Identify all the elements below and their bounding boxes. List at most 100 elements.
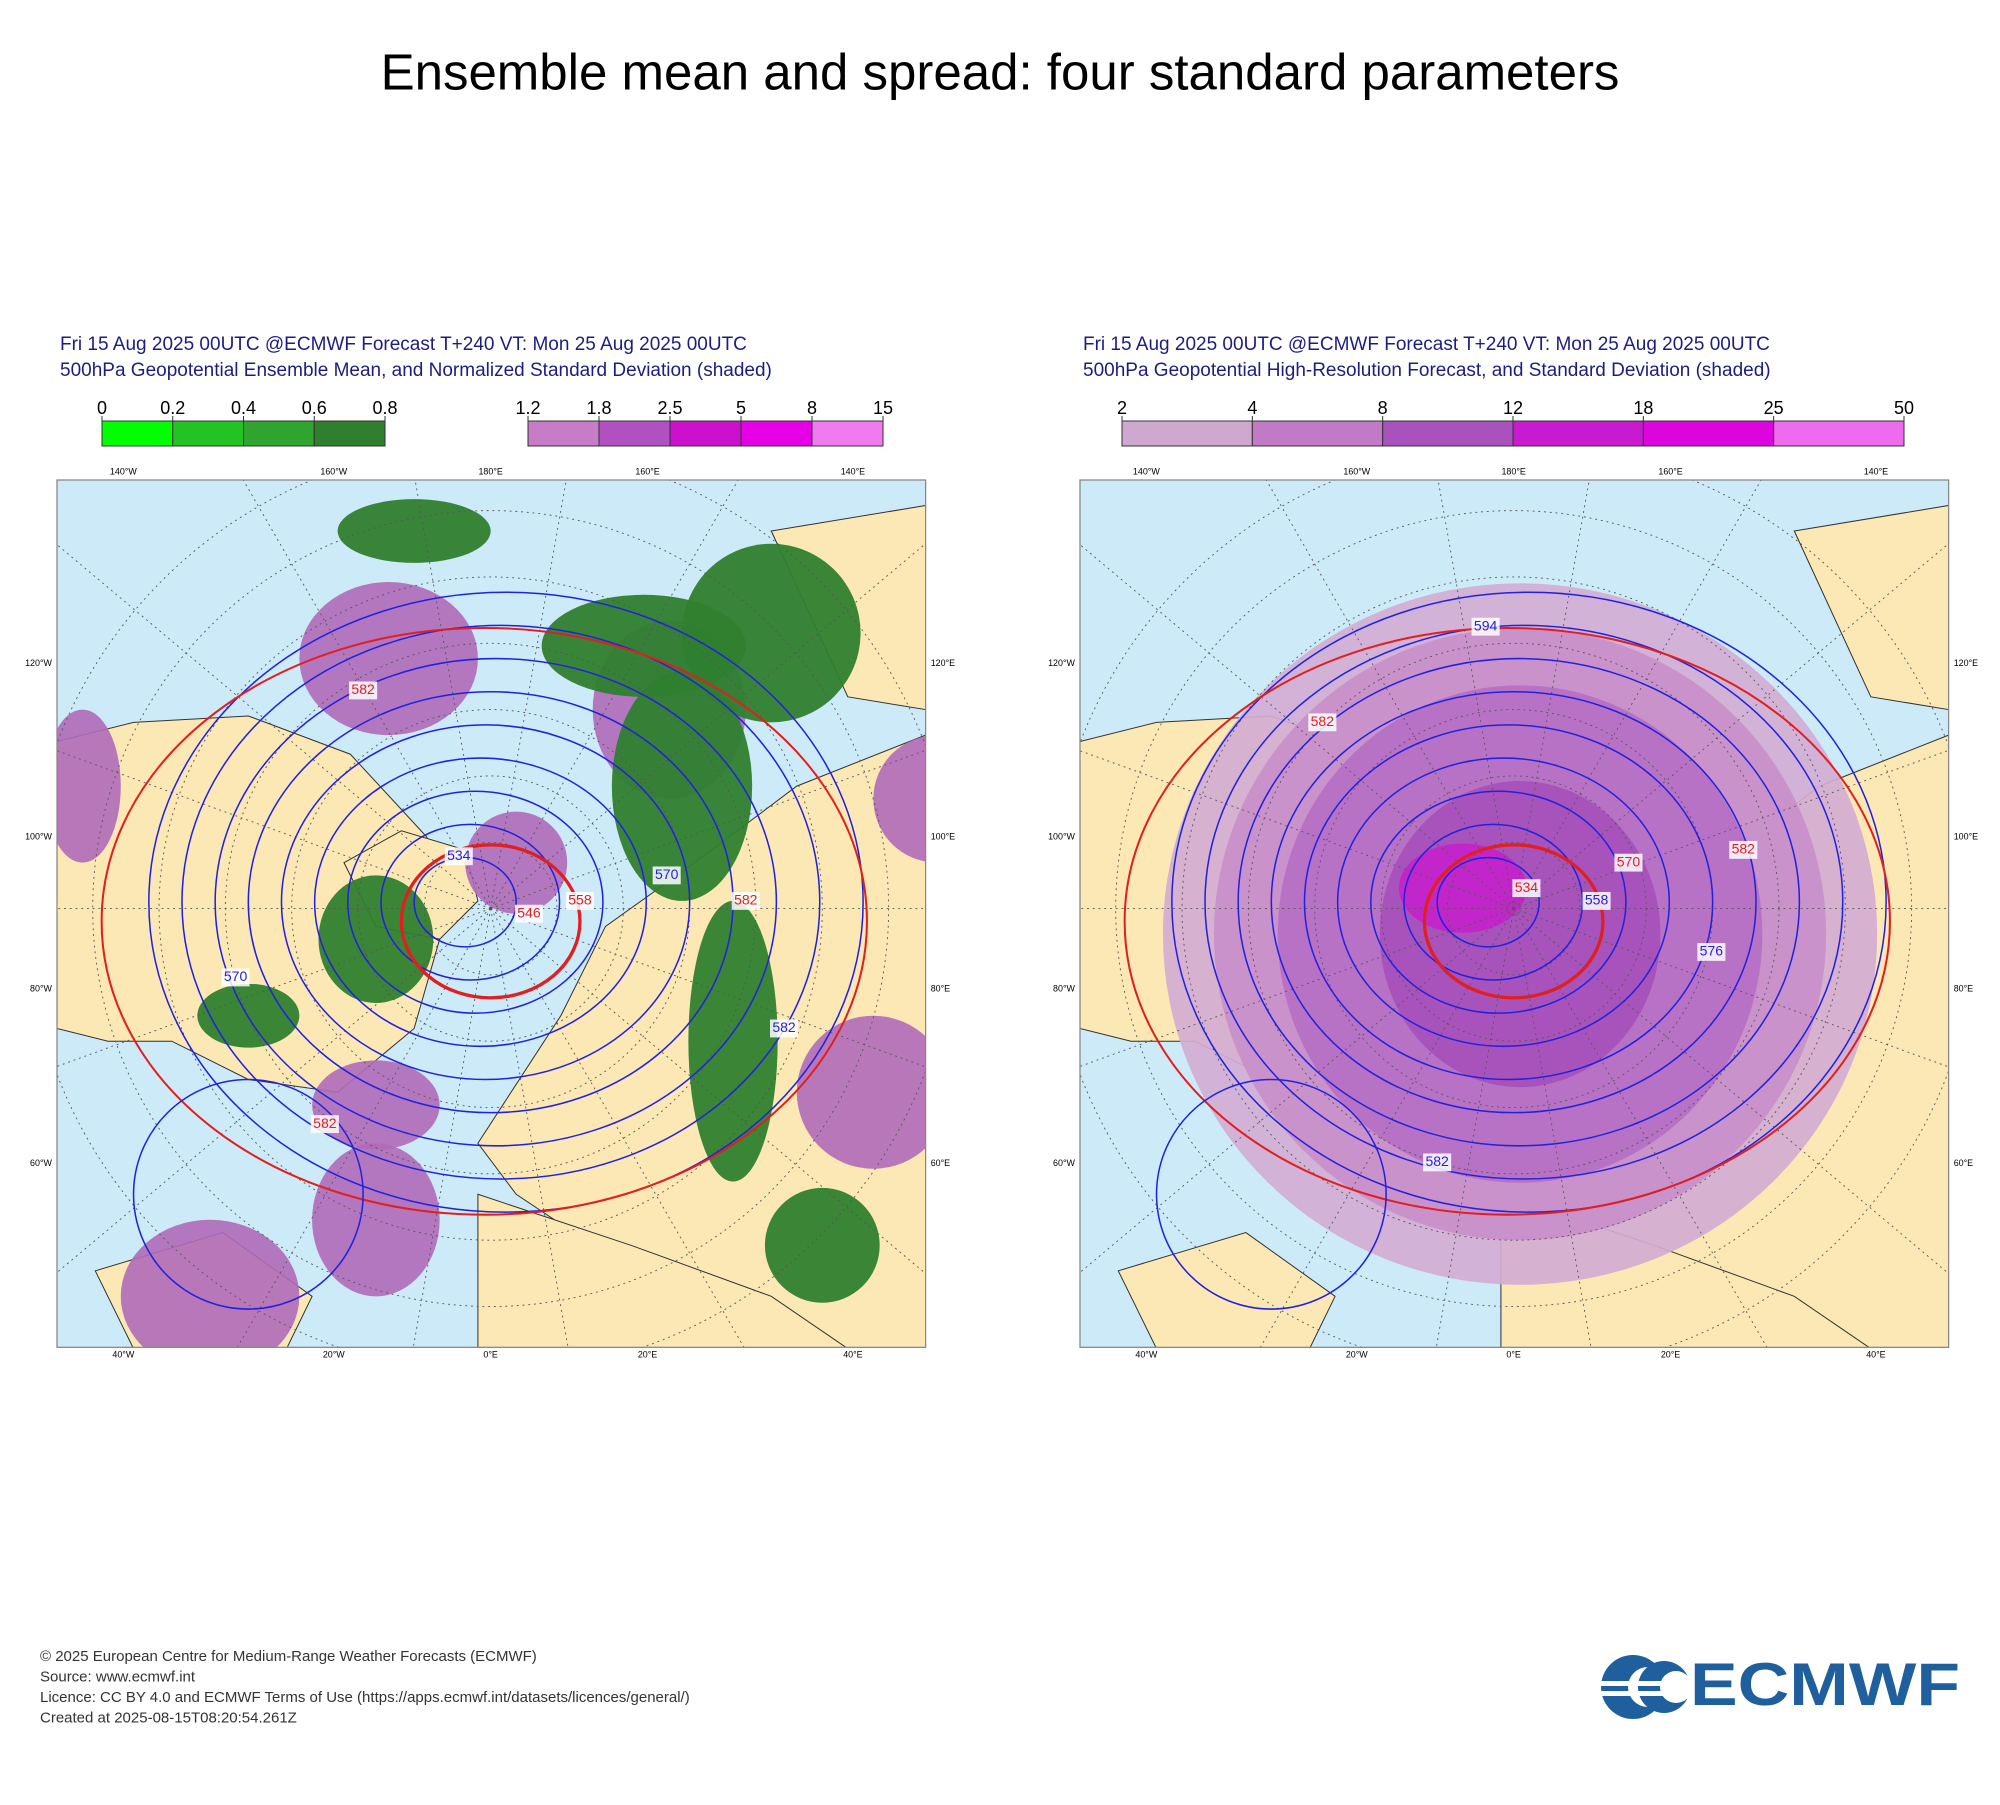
meridian (490, 480, 739, 909)
contour-label-box (652, 866, 681, 885)
longitude-label: 0°E (483, 1349, 498, 1359)
map-content: 582 534 558 570 546 570 582 582 582 (57, 480, 926, 1348)
contour-label: 582 (1732, 841, 1756, 857)
colorbar-swatch (669, 420, 742, 447)
colorbar-tick-label: 8 (807, 398, 817, 418)
map-frame (1079, 479, 1950, 1348)
contour-label-box (349, 681, 378, 700)
meridian (1513, 908, 1592, 1348)
meridian (1513, 908, 1949, 1068)
colorbar-tick-label: 1.2 (515, 398, 540, 418)
longitude-label: 20°W (1346, 1349, 1368, 1359)
longitude-label: 120°E (1954, 658, 1978, 668)
colorbar-tick-label: 5 (736, 398, 746, 418)
longitude-label: 120°W (25, 658, 52, 668)
contour-label-box (565, 891, 594, 910)
contour-label: 594 (1474, 617, 1498, 633)
geopotential-contour (1237, 657, 1801, 1147)
normalized-shading (337, 499, 491, 563)
longitude-label: 140°W (1133, 467, 1160, 477)
map-panel: Fri 15 Aug 2025 00UTC @ECMWF Forecast T+… (1048, 334, 1978, 1359)
meridian (414, 480, 492, 909)
meridian (490, 908, 926, 1068)
colorbar-swatch (101, 420, 174, 447)
geopotential-contour (1171, 591, 1887, 1213)
longitude-label: 100°W (25, 831, 52, 841)
longitude-label: 100°E (1954, 831, 1978, 841)
colorbar-tick-label: 0.4 (231, 398, 256, 418)
meridian (1513, 480, 1762, 909)
meridian (490, 908, 926, 1275)
colorbar-swatch (243, 420, 315, 447)
colorbar-tick-label: 12 (1503, 398, 1523, 418)
colorbar-tick-label: 4 (1247, 398, 1257, 418)
meridian (57, 908, 491, 1067)
contour-582 (1123, 626, 1891, 1216)
longitude-label: 40°W (1135, 1349, 1157, 1359)
contour-label: 534 (1515, 879, 1539, 895)
contour-label-box (1471, 617, 1500, 636)
longitude-label: 140°W (110, 467, 137, 477)
longitude-label: 20°E (638, 1349, 657, 1359)
longitude-label: 160°E (635, 467, 659, 477)
meridian (1259, 908, 1515, 1348)
longitude-label: 100°W (1048, 831, 1075, 841)
geopotential-contour (380, 823, 561, 981)
geopotential-contour (1303, 724, 1714, 1081)
geopotential-contour (214, 657, 778, 1147)
colorbar-tick-label: 50 (1894, 398, 1914, 418)
contour-label-box (310, 1115, 339, 1134)
contour-label-box (770, 1019, 799, 1038)
meridian (1513, 908, 1949, 1275)
colorbar-swatch (1382, 420, 1514, 447)
spread-shading (465, 811, 568, 914)
contour-label: 534 (447, 847, 471, 863)
longitude-label: 80°W (30, 983, 52, 993)
geopotential-contour (1436, 856, 1540, 948)
meridian (1513, 480, 1590, 909)
spread-shading (57, 709, 121, 863)
meridian (490, 543, 926, 909)
longitude-label: 100°E (931, 831, 955, 841)
footer-line: Licence: CC BY 4.0 and ECMWF Terms of Us… (40, 1689, 690, 1706)
colorbar-swatch (1512, 420, 1644, 447)
meridian (1435, 908, 1515, 1348)
meridian (490, 749, 926, 909)
meridian (1437, 480, 1515, 909)
geopotential-contour (280, 724, 691, 1081)
colorbar-swatch (740, 420, 813, 447)
longitude-label: 180°E (478, 467, 502, 477)
meridian (236, 908, 492, 1348)
spread-shading (299, 582, 478, 736)
geopotential-contour (1370, 790, 1627, 1014)
panel-header: 500hPa Geopotential High-Resolution Fore… (1083, 360, 1771, 381)
contour-label-box (1512, 879, 1541, 898)
spread-shading (120, 1219, 300, 1348)
geopotential-contour (313, 757, 648, 1048)
land (1793, 504, 1949, 711)
contour-582 (100, 626, 868, 1216)
longitude-label: 20°W (323, 1349, 345, 1359)
contour-label-box (444, 847, 473, 866)
footer-line: © 2025 European Centre for Medium-Range … (40, 1648, 537, 1665)
longitude-label: 60°E (931, 1158, 950, 1168)
land (477, 1193, 847, 1348)
longitude-label: 140°E (1864, 467, 1888, 477)
contour-label: 576 (1700, 943, 1724, 959)
contour-label: 546 (517, 904, 541, 920)
contour-label: 558 (568, 892, 592, 908)
colorbar-tick-label: 0 (97, 398, 107, 418)
colorbar-tick-label: 8 (1378, 398, 1388, 418)
spread-shading (1398, 843, 1527, 933)
normalized-shading (541, 594, 746, 697)
contour-label: 570 (224, 968, 248, 984)
contour-label-box (514, 904, 543, 923)
footer-line: Source: www.ecmwf.int (40, 1668, 196, 1685)
contour-label-box (1308, 713, 1337, 732)
contour-label: 582 (772, 1019, 796, 1035)
contour-label: 558 (1585, 892, 1609, 908)
page-title: Ensemble mean and spread: four standard … (381, 43, 1620, 100)
contour-low (1155, 1078, 1387, 1310)
contour-546 (399, 843, 582, 1000)
